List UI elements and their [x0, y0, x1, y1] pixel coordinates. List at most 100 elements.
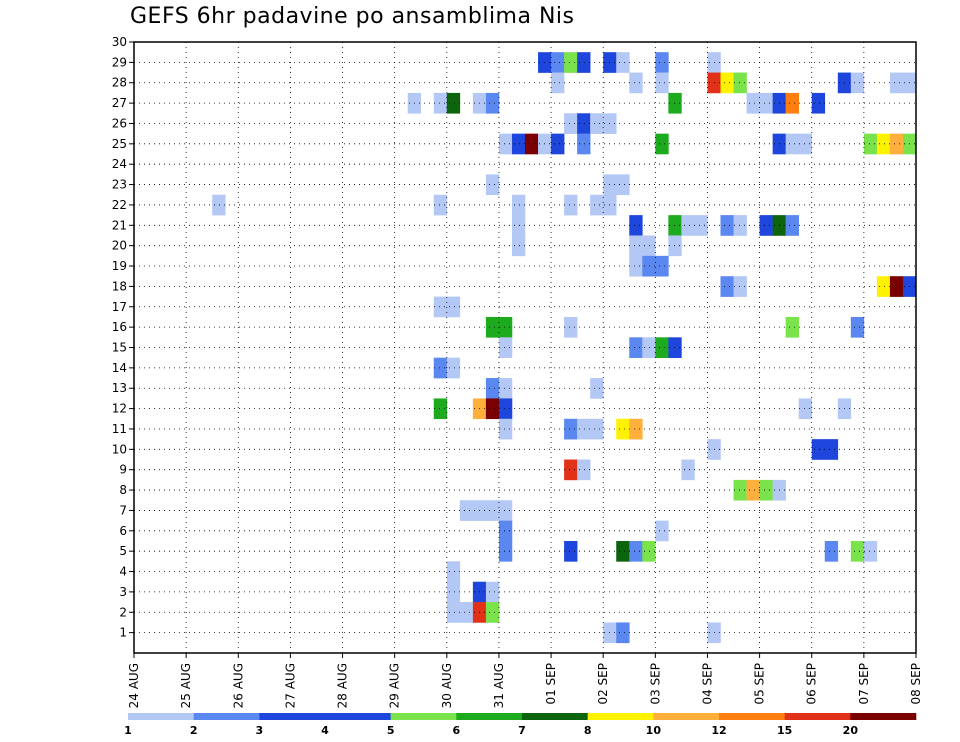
heatmap-cell	[655, 72, 669, 94]
heatmap-cell	[590, 113, 604, 134]
heatmap-cell	[863, 540, 878, 562]
y-tick-label: 25	[112, 137, 127, 151]
heatmap-cell	[564, 194, 578, 216]
y-tick-label: 29	[112, 55, 127, 69]
heatmap-cell	[759, 479, 773, 501]
heatmap-cell	[850, 72, 865, 94]
cells-layer	[212, 52, 917, 644]
heatmap-cell	[551, 52, 565, 73]
y-tick-label: 1	[119, 626, 127, 640]
heatmap-cell	[850, 316, 865, 338]
heatmap-cell	[629, 255, 643, 277]
heatmap-cell	[433, 92, 448, 114]
heatmap-cell	[616, 174, 630, 196]
legend-label: 2	[190, 724, 198, 737]
heatmap-cell	[577, 113, 591, 134]
heatmap-cell	[577, 52, 591, 73]
heatmap-cell	[577, 418, 591, 440]
heatmap-cell	[863, 133, 878, 155]
heatmap-cell	[642, 540, 656, 562]
legend-swatch	[259, 713, 326, 720]
y-axis: 1234567891011121314151617181920212223242…	[112, 35, 134, 640]
heatmap-cell	[212, 194, 226, 216]
y-tick-label: 3	[119, 585, 127, 599]
heatmap-cell	[616, 622, 630, 644]
heatmap-cell	[642, 337, 656, 358]
heatmap-cell	[498, 133, 513, 155]
legend-label: 7	[518, 724, 526, 737]
heatmap-cell	[668, 92, 682, 114]
legend-swatch	[390, 713, 457, 720]
x-tick-label: 06 SEP	[805, 663, 819, 705]
heatmap-cell	[694, 215, 708, 236]
legend-label: 3	[256, 724, 264, 737]
heatmap-cell	[433, 398, 448, 420]
heatmap-cell	[733, 72, 747, 94]
legend-swatch	[719, 713, 785, 720]
heatmap-cell	[798, 398, 813, 420]
heatmap-cell	[511, 194, 526, 216]
legend-swatch	[850, 713, 917, 720]
y-tick-label: 9	[119, 463, 127, 477]
heatmap-cell	[889, 133, 904, 155]
y-tick-label: 5	[119, 544, 127, 558]
legend-swatch	[325, 713, 391, 720]
heatmap-cell	[668, 215, 682, 236]
y-tick-label: 16	[112, 320, 127, 334]
legend-label: 12	[711, 724, 726, 737]
heatmap-cell	[485, 398, 500, 420]
legend-label: 6	[453, 724, 461, 737]
x-tick-label: 29 AUG	[388, 663, 402, 708]
heatmap-cell	[642, 255, 656, 277]
heatmap-cell	[889, 72, 904, 94]
y-tick-label: 22	[112, 198, 127, 212]
y-tick-label: 2	[119, 605, 127, 619]
x-tick-label: 25 AUG	[179, 663, 193, 708]
legend-swatch	[784, 713, 851, 720]
y-tick-label: 12	[112, 402, 127, 416]
heatmap-cell	[485, 602, 500, 623]
heatmap-cell	[655, 337, 669, 358]
heatmap-cell	[446, 581, 461, 603]
legend-swatch	[587, 713, 654, 720]
x-tick-label: 03 SEP	[648, 663, 662, 705]
legend-swatch	[128, 713, 194, 720]
heatmap-cell	[668, 337, 682, 358]
heatmap-cell	[498, 418, 513, 440]
heatmap-cell	[759, 215, 773, 236]
y-tick-label: 27	[112, 96, 127, 110]
heatmap-cell	[511, 235, 526, 257]
heatmap-cell	[564, 418, 578, 440]
heatmap-cell	[485, 581, 500, 603]
heatmap-cell	[655, 255, 669, 277]
x-tick-label: 07 SEP	[857, 663, 871, 705]
heatmap-cell	[485, 316, 500, 338]
heatmap-cell	[629, 540, 643, 562]
x-tick-label: 01 SEP	[544, 663, 558, 705]
heatmap-cell	[889, 276, 904, 297]
y-tick-label: 18	[112, 279, 127, 293]
heatmap-cell	[485, 500, 500, 521]
x-tick-label: 31 AUG	[492, 663, 506, 708]
heatmap-cell	[720, 72, 734, 94]
heatmap-cell	[850, 540, 865, 562]
x-tick-label: 27 AUG	[283, 663, 297, 708]
heatmap-cell	[511, 133, 526, 155]
x-tick-label: 26 AUG	[231, 663, 245, 708]
y-tick-label: 20	[112, 239, 127, 253]
heatmap-cell	[785, 133, 799, 155]
heatmap-cell	[498, 520, 513, 542]
legend-label: 1	[124, 724, 132, 737]
heatmap-cell	[564, 113, 578, 134]
heatmap-cell	[798, 133, 813, 155]
heatmap-cell	[642, 235, 656, 257]
legend-label: 20	[843, 724, 859, 737]
heatmap-cell	[811, 92, 826, 114]
legend-swatch	[193, 713, 260, 720]
y-tick-label: 19	[112, 259, 127, 273]
y-tick-label: 24	[112, 157, 127, 171]
colorbar-legend: 1 2 3 4 5 6 7 8 10 12 15 20	[124, 713, 917, 737]
x-tick-label: 08 SEP	[909, 663, 923, 705]
x-axis: 24 AUG 25 AUG 26 AUG 27 AUG 28 AUG 29 AUG 30 A…	[127, 653, 923, 708]
